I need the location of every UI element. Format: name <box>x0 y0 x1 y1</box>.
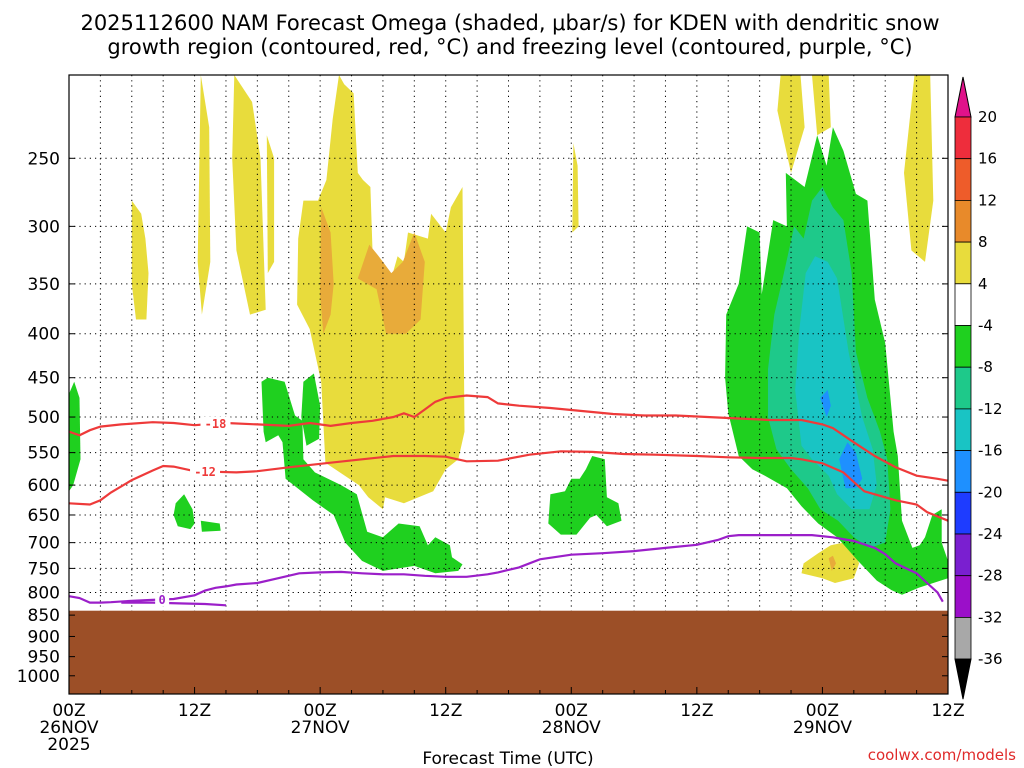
omega-region-15 <box>69 381 81 492</box>
omega-region-4 <box>320 207 334 334</box>
colorbar-bin-5 <box>954 325 972 368</box>
x-tick-label-48-0: 00Z <box>555 701 588 721</box>
omega-region-10 <box>904 75 934 262</box>
omega-region-12 <box>828 555 836 571</box>
colorbar-label-6: -8 <box>978 358 993 376</box>
y-tick-label-950: 950 <box>28 648 60 668</box>
omega-region-5 <box>357 232 425 334</box>
y-tick-label-350: 350 <box>28 275 60 295</box>
contours: -18 -12 0 <box>68 394 949 607</box>
colorbar-bin-6 <box>954 366 972 410</box>
colorbar-bin-12 <box>954 617 972 660</box>
contour-label-bg-1 <box>190 464 221 479</box>
colorbar: 20 16 12 8 4 -4 -8 -12 -16 -20 -24 -28 -32 -36 <box>954 76 1003 700</box>
y-tick-label-600: 600 <box>28 476 60 496</box>
colorbar-bin-7 <box>954 408 972 451</box>
colorbar-label-13: -36 <box>978 650 1003 668</box>
omega-region-21 <box>795 256 877 510</box>
colorbar-bin-9 <box>954 491 972 535</box>
contour-label-1: -12 <box>194 465 216 479</box>
y-tick-label-900: 900 <box>28 627 60 647</box>
credit-link[interactable]: coolwx.com/models <box>868 746 1016 764</box>
colorbar-label-3: 8 <box>978 233 988 251</box>
y-tick-label-850: 850 <box>28 606 60 626</box>
omega-region-23 <box>839 442 863 489</box>
y-tick-label-750: 750 <box>28 559 60 579</box>
x-tick-label-60-0: 12Z <box>680 701 713 721</box>
x-tick-label-12-0: 12Z <box>178 701 211 721</box>
omega-region-16 <box>173 494 195 530</box>
omega-region-9 <box>812 75 831 136</box>
omega-region-18 <box>548 456 622 535</box>
gridlines <box>69 75 948 694</box>
x-tick-label-48-1: 28NOV <box>542 718 601 738</box>
omega-shading <box>69 75 948 595</box>
chart-title-line-1: 2025112600 NAM Forecast Omega (shaded, μ… <box>80 11 939 35</box>
y-tick-label-450: 450 <box>28 369 60 389</box>
x-tick-label-24-1: 27NOV <box>291 718 350 738</box>
x-tick-label-0-0: 00Z <box>52 701 85 721</box>
colorbar-label-11: -28 <box>978 567 1003 585</box>
colorbar-bin-3 <box>954 241 972 285</box>
colorbar-label-5: -4 <box>978 317 993 335</box>
x-tick-label-0-2: 2025 <box>47 735 90 755</box>
x-tick-label-72-1: 29NOV <box>793 718 852 738</box>
y-tick-label-700: 700 <box>28 534 60 554</box>
colorbar-label-8: -16 <box>978 442 1003 460</box>
x-axis-label: Forecast Time (UTC) <box>422 749 593 768</box>
y-tick-label-1000: 1000 <box>17 667 60 687</box>
omega-region-22 <box>820 390 831 417</box>
y-tick-label-300: 300 <box>28 217 60 237</box>
contour-3 <box>121 601 227 607</box>
x-tick-label-0-1: 26NOV <box>39 718 98 738</box>
colorbar-label-10: -24 <box>978 525 1003 543</box>
contour-label-bg-0 <box>200 416 231 431</box>
colorbar-label-1: 16 <box>978 150 997 168</box>
y-tick-label-400: 400 <box>28 325 60 345</box>
colorbar-label-4: 4 <box>978 275 988 293</box>
colorbar-bin-2 <box>954 199 972 243</box>
x-tick-label-72-0: 00Z <box>806 701 839 721</box>
x-tick-label-36-0: 12Z <box>429 701 462 721</box>
colorbar-label-7: -12 <box>978 400 1003 418</box>
colorbar-label-2: 12 <box>978 191 997 209</box>
omega-region-13 <box>261 377 463 574</box>
omega-region-6 <box>131 200 149 320</box>
colorbar-bin-11 <box>954 575 972 618</box>
chart-title-line-2: growth region (contoured, red, °C) and f… <box>107 35 912 59</box>
colorbar-bin-8 <box>954 450 972 493</box>
colorbar-bin-4 <box>954 283 972 326</box>
contour-2 <box>68 534 944 604</box>
colorbar-bin-1 <box>954 158 972 201</box>
colorbar-label-9: -20 <box>978 483 1003 501</box>
colorbar-bin-0 <box>954 116 972 160</box>
omega-region-1 <box>232 75 266 315</box>
omega-region-8 <box>777 75 805 173</box>
omega-region-2 <box>266 135 275 274</box>
omega-region-7 <box>572 143 579 233</box>
contour-label-bg-2 <box>155 592 170 607</box>
contour-0 <box>68 394 949 482</box>
y-tick-label-250: 250 <box>28 149 60 169</box>
y-tick-label-800: 800 <box>28 583 60 603</box>
y-tick-label-550: 550 <box>28 444 60 464</box>
omega-region-0 <box>197 75 211 315</box>
contour-1 <box>68 450 949 522</box>
y-tick-label-500: 500 <box>28 408 60 428</box>
contour-label-2: 0 <box>159 593 166 607</box>
contour-label-0: -18 <box>205 417 227 431</box>
omega-region-17 <box>200 520 221 532</box>
y-tick-label-650: 650 <box>28 506 60 526</box>
x-tick-label-84-0: 12Z <box>931 701 964 721</box>
colorbar-bottom-cap <box>954 658 972 700</box>
omega-region-14 <box>301 373 321 446</box>
colorbar-label-12: -32 <box>978 608 1003 626</box>
ground-shading <box>69 610 948 694</box>
y-axis: 2503003504004505005506006507007508008509… <box>17 149 948 687</box>
x-tick-label-24-0: 00Z <box>304 701 337 721</box>
colorbar-label-0: 20 <box>978 108 997 126</box>
colorbar-bin-10 <box>954 533 972 577</box>
